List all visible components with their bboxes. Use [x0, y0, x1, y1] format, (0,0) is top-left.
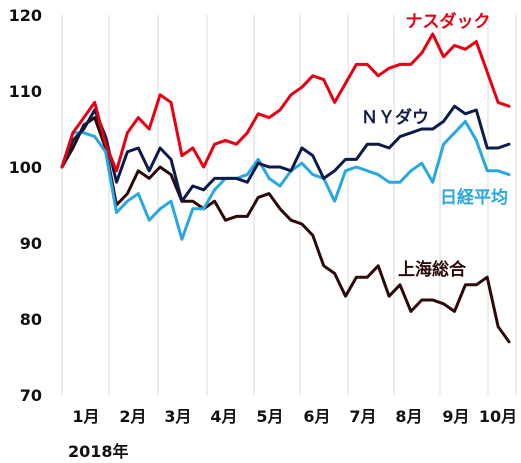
series-label-nikkei: 日経平均	[440, 187, 508, 208]
series-label-nasdaq: ナスダック	[406, 11, 491, 32]
series-lines	[60, 32, 511, 344]
y-tick-label: 100	[9, 158, 42, 177]
x-tick-label: 7月	[349, 407, 376, 426]
x-tick-label: 8月	[395, 407, 422, 426]
series-line-nasdaq	[60, 32, 511, 173]
year-label: 2018年	[68, 442, 129, 461]
series-line-ny-dow	[60, 104, 511, 203]
x-tick-label: 9月	[442, 407, 469, 426]
x-tick-label: 10月	[479, 407, 517, 426]
x-tick-label: 3月	[164, 407, 191, 426]
y-tick-label: 90	[20, 234, 42, 253]
x-tick-label: 2月	[119, 407, 146, 426]
x-tick-label: 4月	[210, 407, 237, 426]
y-tick-label: 110	[9, 82, 42, 101]
series-labels: ナスダック ＮＹダウ 日経平均 上海総合	[361, 11, 508, 280]
x-tick-label: 5月	[256, 407, 283, 426]
y-axis: 70 80 90 100 110 120	[9, 6, 42, 405]
x-tick-label: 1月	[72, 407, 99, 426]
y-tick-label: 70	[20, 386, 42, 405]
series-line-nikkei	[60, 119, 511, 241]
series-label-shanghai: 上海総合	[398, 259, 467, 280]
y-tick-label: 80	[20, 310, 42, 329]
x-tick-label: 6月	[303, 407, 330, 426]
series-line-shanghai	[60, 116, 511, 344]
series-label-ny-dow: ＮＹダウ	[361, 107, 429, 128]
y-tick-label: 120	[9, 6, 42, 25]
x-axis: 1月 2月 3月 4月 5月 6月 7月 8月 9月 10月	[72, 407, 517, 426]
